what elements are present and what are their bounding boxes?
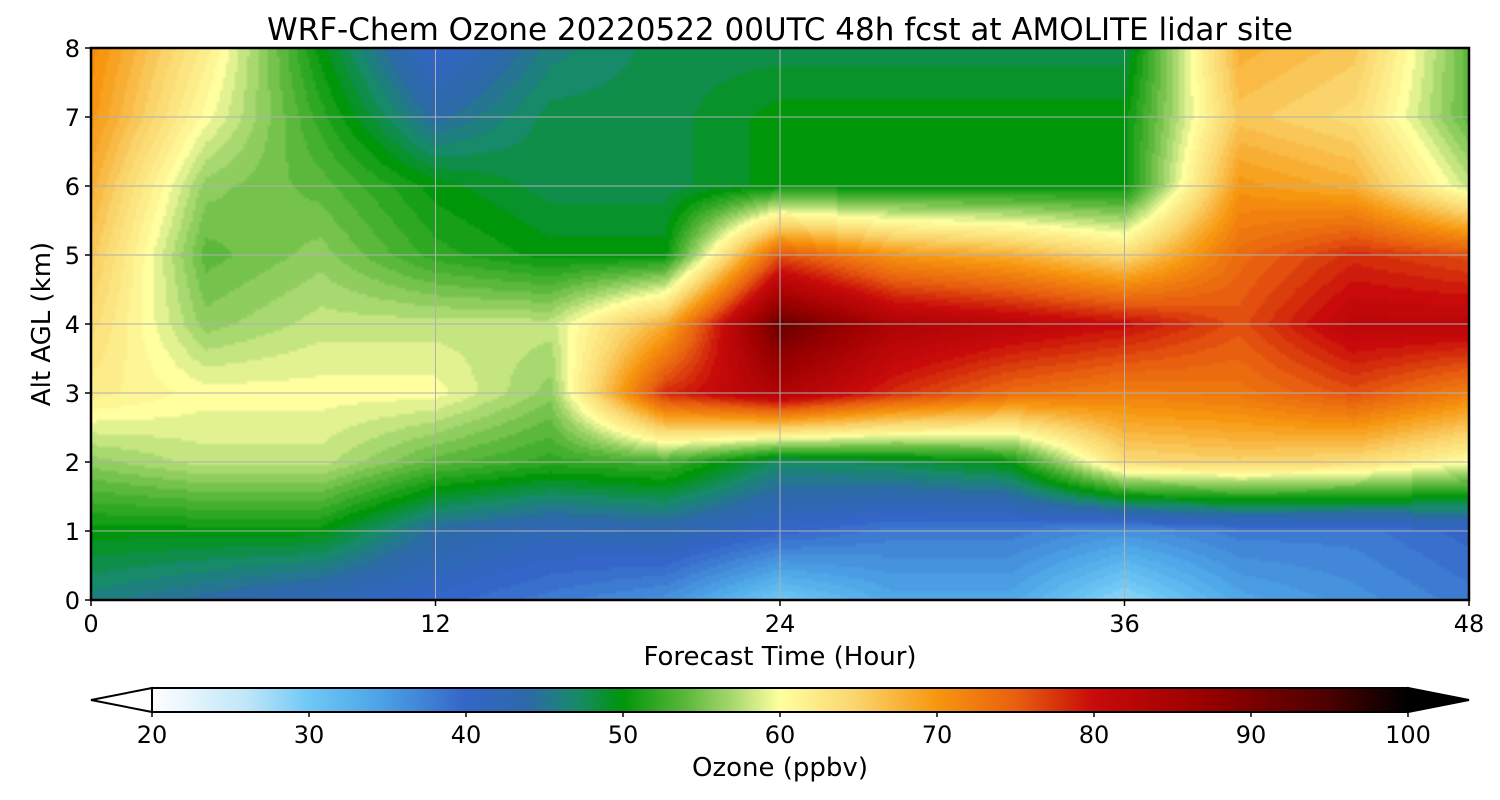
y-tick-label: 5 bbox=[65, 242, 80, 270]
y-tick-label: 4 bbox=[65, 311, 80, 339]
y-tick-label: 8 bbox=[65, 35, 80, 63]
y-axis: 0 1 2 3 4 5 6 7 8 bbox=[65, 35, 91, 615]
colorbar-tick-label: 80 bbox=[1079, 721, 1110, 749]
x-tick-label: 48 bbox=[1454, 610, 1485, 638]
y-tick-label: 6 bbox=[65, 173, 80, 201]
colorbar-high-extension bbox=[1408, 688, 1469, 712]
colorbar-tick-label: 100 bbox=[1385, 721, 1431, 749]
y-tick-label: 1 bbox=[65, 518, 80, 546]
colorbar-tick-label: 30 bbox=[294, 721, 325, 749]
x-tick-label: 36 bbox=[1109, 610, 1140, 638]
y-axis-label: Alt AGL (km) bbox=[27, 242, 57, 406]
colorbar-tick-label: 70 bbox=[922, 721, 953, 749]
colorbar-tick-label: 20 bbox=[137, 721, 168, 749]
chart-title: WRF-Chem Ozone 20220522 00UTC 48h fcst a… bbox=[267, 12, 1293, 48]
x-axis-label: Forecast Time (Hour) bbox=[643, 642, 916, 672]
y-tick-label: 3 bbox=[65, 380, 80, 408]
y-tick-label: 0 bbox=[65, 587, 80, 615]
colorbar-tick-label: 40 bbox=[451, 721, 482, 749]
y-tick-label: 2 bbox=[65, 449, 80, 477]
plot-area bbox=[91, 48, 1469, 600]
colorbar-tick-label: 90 bbox=[1236, 721, 1267, 749]
colorbar: 20 30 40 50 60 70 80 90 100 Ozone (ppbv) bbox=[91, 688, 1469, 783]
y-tick-label: 7 bbox=[65, 104, 80, 132]
colorbar-body bbox=[152, 688, 1408, 712]
x-axis: 0 12 24 36 48 bbox=[83, 600, 1484, 638]
x-tick-label: 24 bbox=[765, 610, 796, 638]
colorbar-ticks: 20 30 40 50 60 70 80 90 100 bbox=[137, 712, 1431, 749]
colorbar-tick-label: 50 bbox=[608, 721, 639, 749]
x-tick-label: 0 bbox=[83, 610, 98, 638]
colorbar-low-extension bbox=[91, 688, 152, 712]
colorbar-label: Ozone (ppbv) bbox=[692, 753, 868, 783]
colorbar-tick-label: 60 bbox=[765, 721, 796, 749]
x-tick-label: 12 bbox=[420, 610, 451, 638]
